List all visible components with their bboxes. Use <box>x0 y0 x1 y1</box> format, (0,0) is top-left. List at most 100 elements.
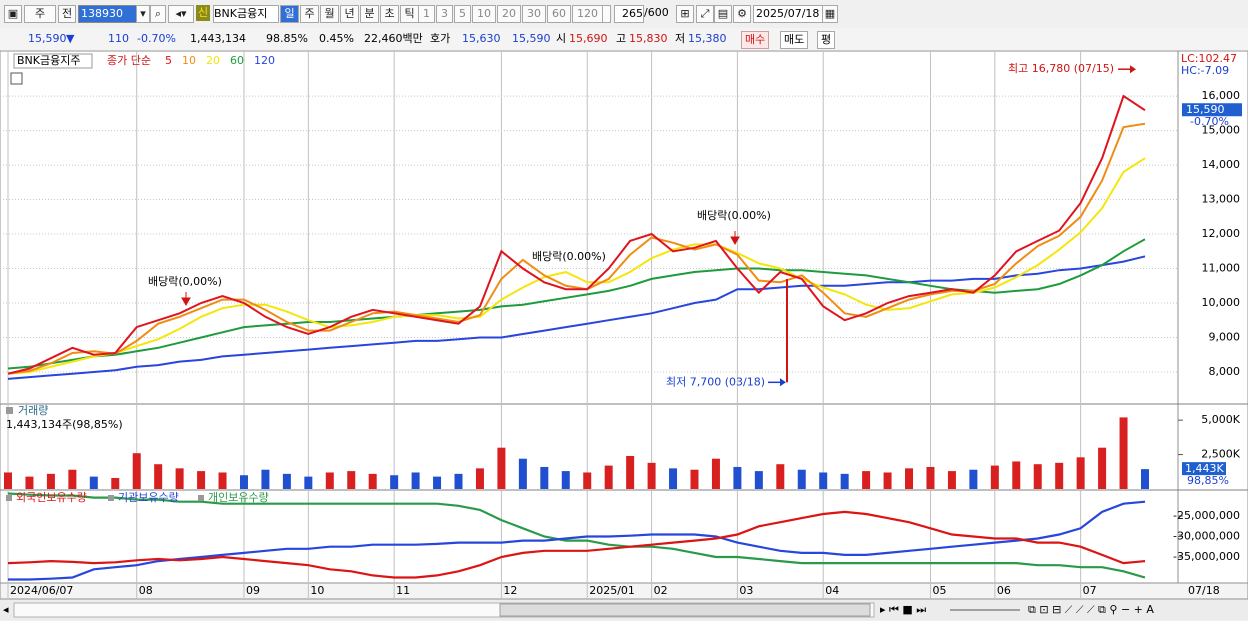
x-tick-label: 10 <box>310 584 324 597</box>
count-max: /600 <box>644 6 669 19</box>
period-button[interactable]: 초 <box>380 5 399 23</box>
period-button[interactable]: 분 <box>360 5 379 23</box>
x-tick-label: 06 <box>997 584 1011 597</box>
x-tick-label: 2025/01 <box>589 584 635 597</box>
y-tick-label: 10,000 <box>1202 296 1241 309</box>
legend-entry: 20 <box>206 54 220 67</box>
interval-button[interactable]: 60 <box>547 5 571 23</box>
count-input[interactable]: 265 <box>614 5 644 23</box>
compare-button[interactable]: 전 <box>58 5 76 23</box>
period-button[interactable]: 틱 <box>400 5 419 23</box>
y-tick-label: -35,000,000 <box>1173 550 1240 563</box>
volume-bar <box>1098 447 1107 489</box>
volume-bar <box>883 472 892 489</box>
volume-bar <box>1119 417 1128 489</box>
volume-bar <box>132 453 141 489</box>
lc-label: LC:102.47 <box>1181 52 1237 65</box>
volume-value-label: 1,443,134주(98,85%) <box>6 418 123 431</box>
interval-button[interactable]: 20 <box>497 5 521 23</box>
legend-entry: 10 <box>182 54 196 67</box>
y-tick-label: 8,000 <box>1209 365 1241 378</box>
interval-button[interactable]: 5 <box>454 5 471 23</box>
volume-bar <box>1076 457 1085 489</box>
menu-icon[interactable]: ▣ <box>4 5 22 23</box>
series-line <box>7 157 1146 375</box>
stock-label: BNK금융지주 <box>17 54 80 67</box>
y-tick-label: 15,000 <box>1202 124 1241 137</box>
x-tick-label: 11 <box>396 584 410 597</box>
code-dropdown[interactable]: ▾ <box>136 5 150 23</box>
last-volume: 1,443K <box>1185 462 1224 475</box>
sound-button[interactable]: ◂▾ <box>168 5 194 23</box>
tool-icon[interactable]: ⤢ <box>696 5 714 23</box>
change-pct: -0.70% <box>137 32 176 45</box>
avg-button[interactable]: 평 <box>817 31 836 49</box>
interval-button[interactable]: 3 <box>436 5 453 23</box>
period-button[interactable]: 일 <box>280 5 299 23</box>
save-icon[interactable]: ▤ <box>714 5 732 23</box>
price: 15,590 <box>28 32 67 45</box>
change-arrow: ▼ <box>66 32 75 45</box>
tool-icons[interactable]: ⧉ ⊡ ⊟ ⟋ ⟋ ⟋ ⧉ ⚲ − + A <box>1028 603 1154 616</box>
buy-button[interactable]: 매수 <box>741 31 770 49</box>
legend-entry: 외국인보유수량 <box>16 491 87 504</box>
interval-button[interactable]: 1 <box>418 5 435 23</box>
search-button[interactable]: ⌕ <box>150 5 166 23</box>
high-label: 최고 16,780 (07/15) <box>1008 62 1114 75</box>
x-tick-label: 08 <box>139 584 153 597</box>
date-input[interactable]: 2025/07/18 <box>753 5 827 23</box>
ask-label: 호가 <box>430 32 451 45</box>
period-button[interactable]: 월 <box>320 5 339 23</box>
period-button[interactable]: 주 <box>300 5 319 23</box>
volume-bar <box>819 472 828 489</box>
scroll-left[interactable]: ◂ <box>3 603 9 616</box>
volume-bar <box>475 468 484 489</box>
event-label: 배당락(0.00%) <box>697 209 771 222</box>
x-end-label: 07/18 <box>1188 584 1220 597</box>
volume-bar <box>840 473 849 489</box>
low: 15,380 <box>688 32 727 45</box>
volume-bar <box>947 471 956 489</box>
quote-bar: 15,590 ▼ 110 -0.70% 1,443,134 98.85% 0.4… <box>0 28 1248 51</box>
event-label: 배당락(0.00%) <box>532 250 606 263</box>
scroll-controls[interactable]: ▸ ⏮ ■ ⏭ <box>880 603 926 616</box>
y-tick-label: 16,000 <box>1202 89 1241 102</box>
interval-button[interactable]: 120 <box>572 5 603 23</box>
sell-button[interactable]: 매도 <box>780 31 809 49</box>
settings-icon[interactable]: ⚙ <box>733 5 751 23</box>
last-change: -0.70% <box>1190 115 1229 128</box>
interval-button[interactable]: 10 <box>472 5 496 23</box>
scroll-thumb[interactable] <box>499 603 871 617</box>
toolbar: ▣ 주 전 138930 ▾ ⌕ ◂▾ 신 BNK금융지 ▾ 265 /600 … <box>0 0 1248 29</box>
period-button[interactable]: 년 <box>340 5 359 23</box>
volume-bar <box>669 468 678 489</box>
interval-button[interactable]: 30 <box>522 5 546 23</box>
low-label: 최저 7,700 (03/18) <box>666 375 765 388</box>
panel-title: 거래량 <box>18 404 48 417</box>
legend-marker <box>198 495 204 501</box>
volume-bar <box>583 472 592 489</box>
legend-entry: 기관보유수량 <box>118 491 179 504</box>
high-arrowhead <box>1130 65 1136 74</box>
volume-bar <box>325 472 334 489</box>
volume-bar <box>390 475 399 489</box>
period-prefix[interactable]: 주 <box>24 5 56 23</box>
last-price: 15,590 <box>1186 103 1225 116</box>
volume-bar <box>626 455 635 489</box>
x-tick-label: 02 <box>654 584 668 597</box>
calendar-icon[interactable]: ▦ <box>822 5 838 23</box>
volume-bar <box>1012 461 1021 489</box>
volume-bar <box>68 469 77 489</box>
tool-icon[interactable]: ⊞ <box>676 5 694 23</box>
table-icon[interactable] <box>10 72 23 85</box>
y-tick-label: 14,000 <box>1202 158 1241 171</box>
code-input[interactable]: 138930 <box>78 5 138 23</box>
volume-bar <box>25 476 34 489</box>
axis-area <box>1177 51 1248 599</box>
hc-label: HC:-7.09 <box>1181 64 1229 77</box>
volume-bar <box>1033 464 1042 489</box>
series-line <box>7 492 1146 579</box>
volume-bar <box>1055 462 1064 489</box>
stock-name: BNK금융지 <box>213 5 279 23</box>
